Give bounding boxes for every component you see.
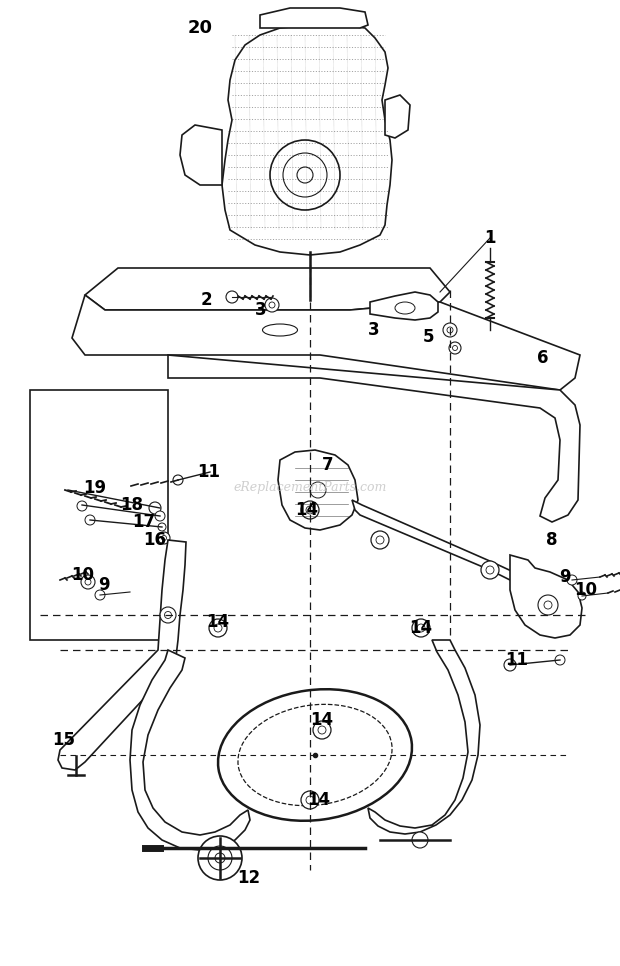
Circle shape [208, 846, 232, 870]
Polygon shape [352, 500, 552, 598]
Text: 5: 5 [423, 328, 435, 346]
Circle shape [283, 153, 327, 197]
Polygon shape [370, 292, 438, 320]
Text: 6: 6 [538, 349, 549, 367]
Circle shape [538, 595, 558, 615]
Text: 9: 9 [98, 576, 110, 594]
Circle shape [443, 323, 457, 337]
Ellipse shape [262, 324, 298, 336]
Circle shape [412, 619, 430, 637]
Circle shape [301, 501, 319, 519]
Text: 16: 16 [143, 531, 167, 549]
Circle shape [412, 832, 428, 848]
Circle shape [306, 796, 314, 804]
Circle shape [544, 601, 552, 609]
Text: 8: 8 [546, 531, 558, 549]
Text: 14: 14 [308, 791, 330, 809]
Text: 14: 14 [206, 613, 229, 631]
Circle shape [504, 659, 516, 671]
Text: 14: 14 [409, 619, 433, 637]
Circle shape [226, 291, 238, 303]
Polygon shape [85, 268, 450, 310]
Text: 11: 11 [198, 463, 221, 481]
Polygon shape [260, 8, 368, 28]
Circle shape [297, 167, 313, 183]
Circle shape [301, 791, 319, 809]
Text: 12: 12 [237, 869, 260, 887]
Text: 3: 3 [255, 301, 267, 319]
Circle shape [215, 853, 225, 863]
Circle shape [72, 744, 80, 752]
Text: 19: 19 [84, 479, 107, 497]
Circle shape [173, 475, 183, 485]
Polygon shape [130, 650, 250, 850]
Circle shape [486, 566, 494, 574]
Circle shape [81, 575, 95, 589]
Circle shape [214, 624, 222, 632]
Circle shape [313, 721, 331, 739]
Text: 7: 7 [322, 456, 334, 474]
Ellipse shape [238, 704, 392, 806]
Text: 2: 2 [200, 291, 212, 309]
Polygon shape [168, 355, 580, 522]
Circle shape [555, 655, 565, 665]
Text: 20: 20 [187, 19, 213, 37]
Polygon shape [58, 540, 186, 770]
Polygon shape [72, 295, 580, 390]
Text: 9: 9 [559, 568, 571, 586]
Text: eReplacementParts.com: eReplacementParts.com [233, 481, 387, 495]
Circle shape [447, 327, 453, 333]
Text: 18: 18 [120, 496, 143, 514]
Text: 1: 1 [484, 229, 496, 247]
Circle shape [68, 740, 84, 756]
Ellipse shape [395, 302, 415, 314]
Circle shape [85, 515, 95, 525]
Polygon shape [222, 25, 392, 255]
Circle shape [567, 575, 577, 585]
Circle shape [164, 611, 172, 618]
Circle shape [160, 607, 176, 623]
Circle shape [209, 619, 227, 637]
Circle shape [449, 342, 461, 354]
Circle shape [161, 535, 167, 541]
Circle shape [85, 579, 91, 585]
Circle shape [453, 346, 458, 351]
Circle shape [318, 726, 326, 734]
Polygon shape [510, 555, 582, 638]
Text: 10: 10 [71, 566, 94, 584]
Circle shape [265, 298, 279, 312]
Text: 3: 3 [368, 321, 380, 339]
Circle shape [376, 536, 384, 544]
Polygon shape [368, 640, 480, 834]
Circle shape [269, 302, 275, 308]
Ellipse shape [218, 689, 412, 821]
Polygon shape [180, 125, 222, 185]
Circle shape [481, 561, 499, 579]
Circle shape [155, 511, 165, 521]
Circle shape [371, 531, 389, 549]
Text: 17: 17 [133, 513, 156, 531]
Circle shape [578, 592, 586, 600]
Circle shape [158, 532, 170, 544]
Polygon shape [278, 450, 358, 530]
Text: 14: 14 [311, 711, 334, 729]
Circle shape [306, 506, 314, 514]
Polygon shape [385, 95, 410, 138]
Circle shape [198, 836, 242, 880]
Text: 14: 14 [296, 501, 319, 519]
Circle shape [149, 502, 161, 514]
Circle shape [77, 501, 87, 511]
Text: 15: 15 [53, 731, 76, 749]
Circle shape [270, 140, 340, 210]
Circle shape [95, 590, 105, 600]
Circle shape [417, 624, 425, 632]
Circle shape [158, 523, 166, 531]
Text: 11: 11 [505, 651, 528, 669]
Text: 10: 10 [575, 581, 598, 599]
Circle shape [310, 482, 326, 498]
